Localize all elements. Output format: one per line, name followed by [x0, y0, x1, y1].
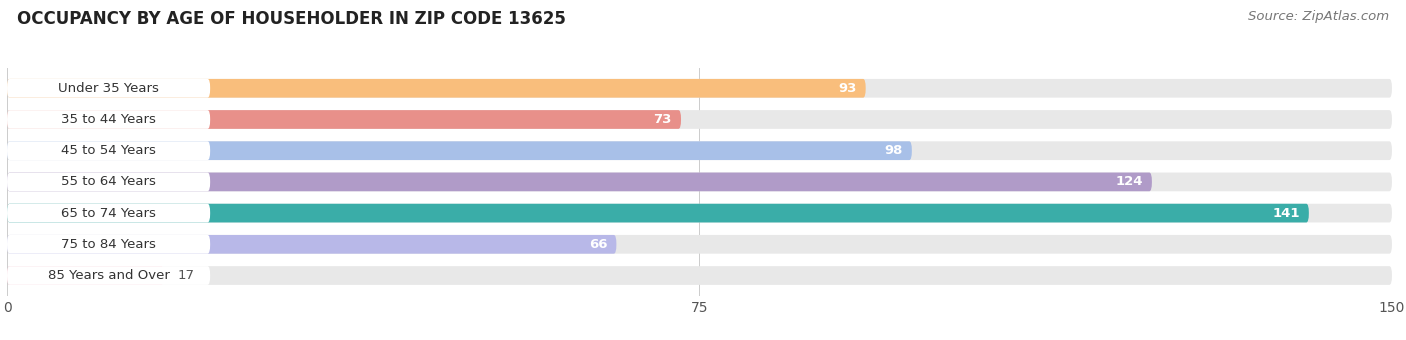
FancyBboxPatch shape [7, 235, 209, 254]
FancyBboxPatch shape [7, 79, 209, 98]
FancyBboxPatch shape [7, 172, 1152, 191]
Text: 45 to 54 Years: 45 to 54 Years [60, 144, 156, 157]
Text: 93: 93 [838, 82, 856, 95]
Text: OCCUPANCY BY AGE OF HOUSEHOLDER IN ZIP CODE 13625: OCCUPANCY BY AGE OF HOUSEHOLDER IN ZIP C… [17, 10, 565, 28]
FancyBboxPatch shape [7, 204, 209, 222]
Text: 66: 66 [589, 238, 607, 251]
FancyBboxPatch shape [7, 266, 1392, 285]
FancyBboxPatch shape [7, 141, 912, 160]
Text: 17: 17 [177, 269, 195, 282]
FancyBboxPatch shape [7, 235, 1392, 254]
FancyBboxPatch shape [7, 141, 1392, 160]
FancyBboxPatch shape [7, 110, 1392, 129]
FancyBboxPatch shape [7, 204, 1392, 222]
FancyBboxPatch shape [7, 172, 1392, 191]
Text: 124: 124 [1115, 175, 1143, 188]
FancyBboxPatch shape [7, 110, 209, 129]
Text: 35 to 44 Years: 35 to 44 Years [60, 113, 156, 126]
Text: 73: 73 [654, 113, 672, 126]
Text: 98: 98 [884, 144, 903, 157]
FancyBboxPatch shape [7, 266, 209, 285]
FancyBboxPatch shape [7, 204, 1309, 222]
Text: 75 to 84 Years: 75 to 84 Years [60, 238, 156, 251]
Text: 141: 141 [1272, 207, 1299, 220]
FancyBboxPatch shape [7, 266, 165, 285]
Text: 65 to 74 Years: 65 to 74 Years [60, 207, 156, 220]
Text: 55 to 64 Years: 55 to 64 Years [60, 175, 156, 188]
FancyBboxPatch shape [7, 79, 1392, 98]
FancyBboxPatch shape [7, 141, 209, 160]
Text: 85 Years and Over: 85 Years and Over [48, 269, 170, 282]
Text: Source: ZipAtlas.com: Source: ZipAtlas.com [1249, 10, 1389, 23]
Text: Under 35 Years: Under 35 Years [58, 82, 159, 95]
FancyBboxPatch shape [7, 172, 209, 191]
FancyBboxPatch shape [7, 235, 616, 254]
FancyBboxPatch shape [7, 79, 866, 98]
FancyBboxPatch shape [7, 110, 681, 129]
